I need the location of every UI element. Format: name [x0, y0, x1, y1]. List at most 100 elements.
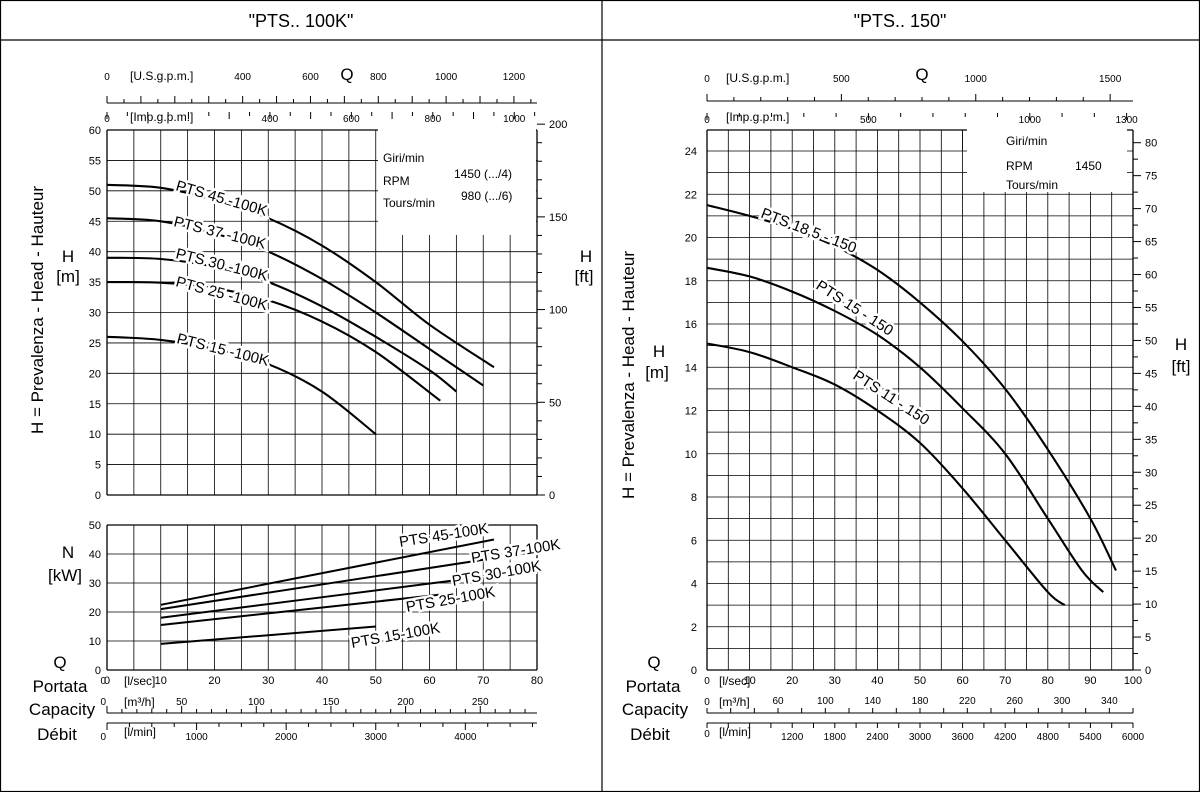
right-m3h-tick-label: 220	[959, 696, 976, 707]
right-ft-label: [ft]	[1172, 357, 1191, 376]
left-info-speed2: 980 (.../6)	[461, 189, 512, 203]
right-h-tick-label: 14	[685, 362, 697, 374]
left-head-curve	[106, 183, 495, 369]
right-ft-tick-label: 55	[1145, 302, 1157, 314]
left-info-giri: Giri/min	[383, 151, 424, 165]
right-lmin-zero: 0	[704, 729, 710, 740]
left-h-tick-label: 25	[89, 338, 101, 350]
left-info-rpm: RPM	[383, 174, 410, 188]
left-usgpm-tick-label: 0	[104, 72, 110, 83]
right-ft-tick-label: 5	[1145, 632, 1151, 644]
left-lsec-tick-label: 0	[104, 675, 110, 687]
left-ft-tick-label: 50	[549, 397, 561, 409]
left-kw-label: [kW]	[48, 566, 82, 585]
right-impgpm-tick-label: 0	[704, 115, 710, 126]
left-m3h-tick-label: 150	[323, 697, 340, 708]
left-capacity-label: Capacity	[29, 700, 96, 719]
left-lmin-tick-label: 1000	[185, 732, 208, 743]
right-impgpm-tick-label: 500	[860, 115, 877, 126]
left-power-line	[160, 538, 495, 606]
right-lsec-tick-label: 40	[871, 675, 883, 687]
left-q-top-label: Q	[340, 65, 353, 84]
right-head-curve-label: PTS 18,5 - 150	[759, 205, 859, 257]
left-h-vertical-label: H = Prevalenza - Head - Hauteur	[28, 186, 47, 434]
right-m3h-tick-label: 300	[1054, 696, 1071, 707]
left-h-tick-label: 10	[89, 429, 101, 441]
left-h-tick-label: 35	[89, 277, 101, 289]
left-n-tick-label: 10	[89, 636, 101, 648]
left-m3h-tick-label: 50	[176, 697, 188, 708]
right-h-tick-label: 24	[685, 146, 697, 158]
right-usgpm-tick-label: 0	[704, 74, 710, 85]
left-usgpm-tick-label: 1200	[503, 72, 526, 83]
left-lmin-tick-label: 3000	[365, 732, 388, 743]
right-h-tick-label: 16	[685, 319, 697, 331]
right-usgpm-unit: [U.S.g.p.m.]	[726, 71, 789, 85]
right-m3h-unit: [m³/h]	[719, 695, 750, 709]
panel-left-title: "PTS.. 100K"	[249, 11, 354, 31]
left-head-curve	[106, 335, 377, 436]
left-ft-label: [ft]	[575, 267, 594, 286]
left-lsec-tick-label: 40	[316, 675, 328, 687]
left-lsec-unit: [l/sec]	[124, 674, 155, 688]
right-ft-tick-label: 0	[1145, 665, 1151, 677]
right-h-tick-label: 6	[691, 535, 697, 547]
right-usgpm-tick-label: 1500	[1099, 74, 1122, 85]
left-h-tick-label: 40	[89, 247, 101, 259]
right-impgpm-unit: [Imp.g.p.m.]	[726, 110, 789, 124]
left-impgpm-tick-label: 1000	[503, 114, 526, 125]
right-h-tick-label: 0	[691, 665, 697, 677]
left-power-line-label: PTS 25-100K	[405, 584, 497, 616]
left-m-label: [m]	[56, 267, 80, 286]
right-lsec-tick-label: 20	[786, 675, 798, 687]
left-power-line-label: PTS 15-100K	[350, 620, 442, 652]
right-m3h-zero: 0	[704, 697, 710, 708]
right-lsec-tick-label: 70	[999, 675, 1011, 687]
right-h-tick-label: 10	[685, 449, 697, 461]
right-ft-tick-label: 30	[1145, 467, 1157, 479]
right-h-tick-label: 12	[685, 406, 697, 418]
right-lmin-tick-label: 4800	[1037, 732, 1060, 743]
left-ft-tick-label: 0	[549, 490, 555, 502]
left-usgpm-tick-label: 1000	[435, 72, 458, 83]
left-impgpm-tick-label: 600	[343, 114, 360, 125]
left-impgpm-tick-label: 800	[424, 114, 441, 125]
left-n-tick-label: 0	[95, 665, 101, 677]
right-lmin-tick-label: 1800	[824, 732, 847, 743]
left-impgpm-unit: [Imp.g.p.m.]	[130, 110, 193, 124]
right-info-giri: Giri/min	[1006, 134, 1047, 148]
right-h-ft-label: H	[1175, 335, 1187, 354]
right-debit-label: Débit	[630, 725, 670, 744]
left-n-tick-label: 40	[89, 549, 101, 561]
right-ft-tick-label: 45	[1145, 368, 1157, 380]
right-lmin-unit: [l/min]	[719, 725, 751, 739]
right-m-label: [m]	[645, 363, 669, 382]
right-usgpm-tick-label: 1000	[965, 74, 988, 85]
left-h-label: H	[62, 247, 74, 266]
right-ft-tick-label: 10	[1145, 599, 1157, 611]
right-ft-tick-label: 65	[1145, 237, 1157, 249]
left-n-tick-label: 30	[89, 578, 101, 590]
left-usgpm-tick-label: 400	[234, 72, 251, 83]
left-info-tours: Tours/min	[383, 196, 435, 210]
left-lmin-zero: 0	[100, 732, 106, 743]
right-lmin-tick-label: 5400	[1079, 732, 1102, 743]
right-h-tick-label: 22	[685, 189, 697, 201]
right-lsec-tick-label: 80	[1042, 675, 1054, 687]
right-info-rpm: RPM	[1006, 159, 1033, 173]
left-head-curve	[106, 281, 441, 402]
right-lmin-tick-label: 1200	[781, 732, 804, 743]
left-lsec-tick-label: 10	[155, 675, 167, 687]
right-lmin-tick-label: 2400	[866, 732, 889, 743]
right-m3h-tick-label: 60	[772, 696, 784, 707]
right-lsec-tick-label: 10	[743, 675, 755, 687]
right-ft-tick-label: 40	[1145, 401, 1157, 413]
left-n-tick-label: 20	[89, 607, 101, 619]
right-h-tick-label: 2	[691, 622, 697, 634]
right-h-tick-label: 8	[691, 492, 697, 504]
left-ft-tick-label: 100	[549, 305, 567, 317]
right-ft-tick-label: 75	[1145, 171, 1157, 183]
left-usgpm-tick-label: 600	[302, 72, 319, 83]
